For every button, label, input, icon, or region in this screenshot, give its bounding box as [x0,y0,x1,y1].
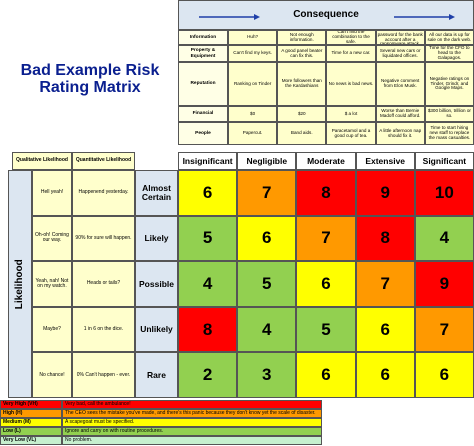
consequence-cell: $300 billion, trillion or so. [424,106,474,122]
risk-cell: 5 [178,215,238,262]
risk-cell: 3 [237,352,297,398]
consequence-cell: Huh? [228,30,278,45]
consequence-cell: More followers than the Kardashians [277,62,327,106]
risk-cell: 5 [296,306,356,353]
qualitative: Oh-oh! Coming our way. [32,215,72,262]
consequence-cell: Paracetamol and a good cup of tea. [326,122,376,145]
legend-name: Very Low (VL) [0,436,62,445]
risk-cell: 4 [237,306,297,353]
consequence-cell: $ a lot [326,106,376,122]
risk-cell: 8 [296,170,356,216]
consequence-cell: Negative ratings on Tinder, Grindr, and … [424,62,474,106]
consequence-cell: Not enough information. [277,30,327,45]
quantitative: 1 in 6 on the dice. [72,306,135,353]
consequence-row-label: Financial [178,106,228,122]
arrows [199,14,455,20]
risk-cell: 2 [178,352,238,398]
quantitative: Heads or tails? [72,261,135,307]
risk-cell: 8 [178,306,238,353]
likelihood-axis: Likelihood [8,170,32,398]
row-label: Likely [135,215,178,262]
consequence-cell: Ranking on Tinder [228,62,278,106]
consequence-title: Consequence [293,8,359,20]
risk-cell: 6 [414,352,474,398]
qualitative: Hell yeah! [32,170,72,216]
risk-cell: 5 [237,261,297,307]
column-header: Extensive [355,152,415,170]
legend-text: The CEO sees the mistake you've made, an… [62,409,322,418]
consequence-row-label: Reputation [178,62,228,106]
consequence-cell: Several new cars or liquidated offices. [375,45,425,62]
risk-cell: 4 [178,261,238,307]
risk-cell: 7 [355,261,415,307]
risk-cell: 9 [414,261,474,307]
column-header: Insignificant [178,152,238,170]
quantitative-header: Quantitative Likelihood [72,152,135,170]
risk-cell: 6 [296,261,356,307]
legend-text: Ignore and carry on with routine procedu… [62,427,322,436]
risk-cell: 7 [296,215,356,262]
likelihood-label: Likelihood [13,259,25,309]
consequence-cell: Can't find the password for the bank acc… [375,30,425,45]
consequence-cell: Time to start hiring new staff to replac… [424,122,474,145]
qualitative-header: Qualitative Likelihood [12,152,72,170]
quantitative: 0% Can't happen - ever. [72,352,135,398]
risk-cell: 6 [237,215,297,262]
consequence-cell: Band aids. [277,122,327,145]
legend-name: Medium (M) [0,418,62,427]
risk-cell: 7 [237,170,297,216]
risk-cell: 8 [355,215,415,262]
consequence-cell: Can't find my keys. [228,45,278,62]
consequence-cell: Time for the CFO to head to the Galapago… [424,45,474,62]
column-header: Negligible [237,152,297,170]
title: Bad Example Risk Rating Matrix [20,62,160,96]
legend-text: Very bad, call the ambulance! [62,400,322,409]
quantitative: Happenend yesterday. [72,170,135,216]
risk-cell: 4 [414,215,474,262]
row-label: Almost Certain [135,170,178,216]
qualitative: No chance! [32,352,72,398]
consequence-cell: No news is bad news. [326,62,376,106]
consequence-row-label: Property & Equipment [178,45,228,62]
risk-cell: 7 [414,306,474,353]
column-header: Significant [414,152,474,170]
legend-name: Very High (VH) [0,400,62,409]
qualitative: Yeah, nah! Not on my watch. [32,261,72,307]
consequence-cell: All our data is up for sale on the dark … [424,30,474,45]
risk-cell: 6 [355,352,415,398]
consequence-cell: Time for a new car. [326,45,376,62]
consequence-cell: Negative comment from Elon Musk. [375,62,425,106]
consequence-cell: $0 [228,106,278,122]
consequence-row-label: People [178,122,228,145]
quantitative: 90% for sure will happen. [72,215,135,262]
consequence-cell: Papercut. [228,122,278,145]
consequence-cell: Worse than Bernie Madoff could afford. [375,106,425,122]
row-label: Unlikely [135,306,178,353]
risk-cell: 6 [296,352,356,398]
legend-text: A scapegoat must be specified. [62,418,322,427]
risk-cell: 10 [414,170,474,216]
consequence-row-label: Information [178,30,228,45]
row-label: Possible [135,261,178,307]
risk-cell: 9 [355,170,415,216]
risk-cell: 6 [178,170,238,216]
consequence-cell: Can't find the combination to the safe. [326,30,376,45]
column-header: Moderate [296,152,356,170]
consequence-cell: $20 [277,106,327,122]
qualitative: Maybe? [32,306,72,353]
row-label: Rare [135,352,178,398]
consequence-cell: A little afternoon nap should fix it. [375,122,425,145]
consequence-cell: A good panel beater can fix this. [277,45,327,62]
legend-name: High (H) [0,409,62,418]
legend-text: No problem. [62,436,322,445]
risk-cell: 6 [355,306,415,353]
legend-name: Low (L) [0,427,62,436]
consequence-header: Consequence [178,0,474,30]
